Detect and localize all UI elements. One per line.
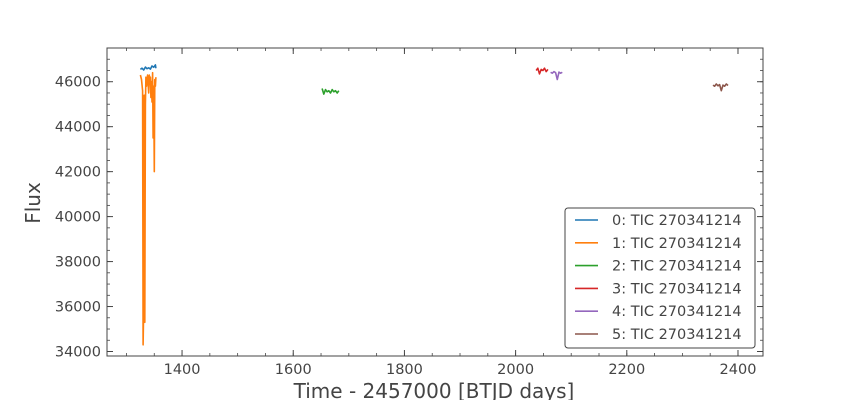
series-line-4 <box>550 70 563 81</box>
x-axis-ticks: 1400 1600 1800 2000 2200 2400 <box>126 48 756 378</box>
x-tick-label: 2400 <box>720 362 757 378</box>
series-line-0 <box>139 64 157 71</box>
y-tick-label: 34000 <box>55 345 101 361</box>
legend: 0: TIC 270341214 1: TIC 270341214 2: TIC 2… <box>564 207 756 349</box>
legend-label: 0: TIC 270341214 <box>612 213 742 229</box>
x-axis-label: Time - 2457000 [BTJD days] <box>293 379 575 400</box>
series-layer <box>139 64 729 346</box>
y-tick-label: 38000 <box>55 255 101 271</box>
y-tick-label: 42000 <box>55 165 101 181</box>
y-axis-ticks: 34000 36000 38000 40000 42000 44000 46000 <box>55 47 763 361</box>
legend-label: 2: TIC 270341214 <box>612 259 742 275</box>
y-tick-label: 44000 <box>55 120 101 136</box>
x-tick-label: 1800 <box>386 362 423 378</box>
legend-label: 1: TIC 270341214 <box>612 236 742 252</box>
x-tick-label: 1600 <box>275 362 312 378</box>
y-tick-label: 36000 <box>55 300 101 316</box>
series-line-3 <box>535 67 549 75</box>
x-tick-label: 2200 <box>608 362 645 378</box>
x-tick-label: 2000 <box>497 362 534 378</box>
plot-frame <box>106 47 764 357</box>
y-tick-label: 46000 <box>55 75 101 91</box>
series-line-5 <box>712 83 729 92</box>
legend-label: 5: TIC 270341214 <box>612 327 742 343</box>
series-line-2 <box>321 88 340 95</box>
y-tick-label: 40000 <box>55 210 101 226</box>
legend-label: 4: TIC 270341214 <box>612 304 742 320</box>
x-tick-label: 1400 <box>164 362 201 378</box>
series-line-1 <box>139 71 157 346</box>
legend-box <box>564 207 756 349</box>
y-axis-label: Flux <box>21 182 45 224</box>
legend-label: 3: TIC 270341214 <box>612 281 742 297</box>
